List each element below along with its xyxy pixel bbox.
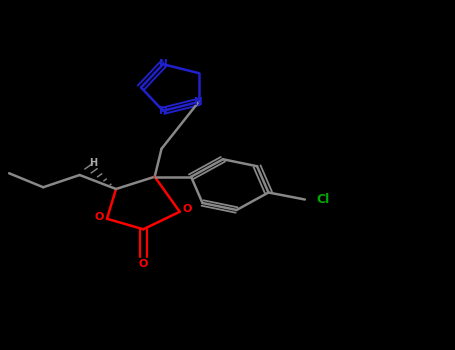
Text: Cl: Cl xyxy=(316,193,329,206)
Text: N: N xyxy=(159,106,167,116)
Text: O: O xyxy=(95,212,104,222)
Text: N: N xyxy=(159,59,167,69)
Text: O: O xyxy=(139,259,148,269)
Text: O: O xyxy=(182,204,192,214)
Text: N: N xyxy=(194,97,203,107)
Text: H: H xyxy=(89,158,97,168)
